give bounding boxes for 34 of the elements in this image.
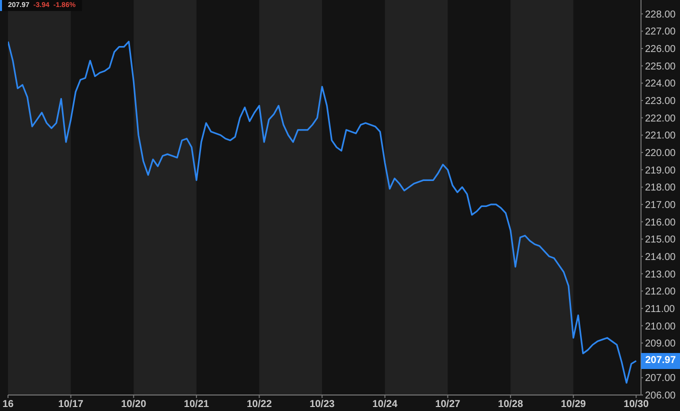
x-tick-label: 10/23: [310, 399, 336, 410]
y-tick-label: 209.00: [645, 338, 676, 350]
y-tick-label: 215.00: [645, 234, 676, 246]
y-tick-label: 218.00: [645, 182, 676, 194]
x-tick-label: 10/22: [246, 399, 272, 410]
y-tick-label: 220.00: [645, 148, 676, 160]
y-tick-label: 214.00: [645, 252, 676, 263]
y-tick-label: 212.00: [645, 286, 676, 298]
x-tick-label: 10/21: [184, 399, 210, 410]
y-tick-label: 207.00: [645, 373, 676, 384]
y-tick-label: 226.00: [645, 44, 676, 56]
y-tick-label: 210.00: [645, 321, 676, 332]
y-tick-label: 228.00: [645, 9, 676, 20]
y-tick-label: 224.00: [645, 78, 676, 90]
y-tick-label: 213.00: [645, 269, 676, 280]
y-tick-label: 219.00: [645, 165, 676, 176]
line-series: [8, 40, 637, 384]
x-tick-label: 10/30: [624, 399, 650, 410]
x-tick-label: 10/17: [58, 399, 84, 410]
y-tick-label: 216.00: [645, 217, 676, 228]
y-tick-label: 221.00: [645, 130, 676, 142]
y-tick-label: 227.00: [645, 26, 676, 38]
x-tick-label: 10/29: [560, 399, 586, 410]
y-tick-label: 211.00: [645, 304, 676, 315]
y-tick-label: 223.00: [645, 96, 676, 108]
x-tick-label: 10/27: [435, 399, 461, 410]
x-tick-label: 10/28: [498, 399, 524, 410]
y-tick-label: 222.00: [645, 113, 676, 124]
y-tick-label: 225.00: [645, 61, 676, 72]
x-tick-label: 10/20: [121, 399, 147, 410]
y-tick-label: 217.00: [645, 200, 676, 211]
x-tick-label: 16: [2, 399, 14, 410]
annotation: 207.97: [641, 352, 680, 369]
x-tick-label: 10/24: [372, 399, 398, 410]
